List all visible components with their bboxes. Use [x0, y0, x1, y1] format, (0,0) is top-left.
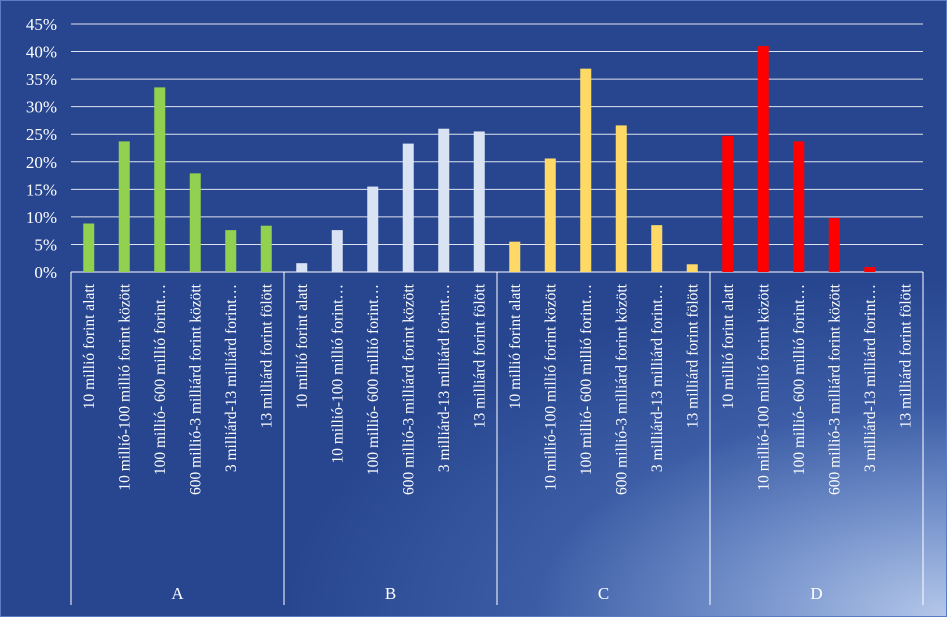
category-label: 600 millió-3 milliárd forint között [187, 283, 204, 495]
bar [331, 230, 343, 272]
bar [686, 264, 698, 272]
category-label: 100 millió- 600 millió forint… [791, 284, 808, 475]
category-label: 13 milliárd forint fölött [897, 283, 914, 428]
bar [651, 225, 663, 272]
bar [473, 131, 485, 272]
bar [580, 68, 592, 272]
group-label: C [598, 584, 609, 603]
category-label: 10 millió forint alatt [507, 283, 524, 409]
category-label: 10 millió-100 millió forint között [542, 283, 559, 490]
bar [118, 141, 130, 272]
bar [189, 173, 201, 272]
category-label: 10 millió-100 millió forint között [755, 283, 772, 490]
y-tick-label: 15% [26, 180, 57, 199]
category-label: 600 millió-3 milliárd forint között [613, 283, 630, 495]
category-label: 3 milliárd-13 milliárd forint… [436, 284, 453, 472]
bar [722, 135, 734, 272]
y-tick-label: 0% [34, 263, 57, 282]
y-tick-label: 5% [34, 235, 57, 254]
category-label: 10 millió forint alatt [294, 283, 311, 409]
category-label: 3 milliárd-13 milliárd forint… [649, 284, 666, 472]
category-label: 13 milliárd forint fölött [471, 283, 488, 428]
bar [864, 267, 876, 272]
category-label: 13 milliárd forint fölött [258, 283, 275, 428]
category-label: 10 millió-100 millió forint… [329, 284, 346, 464]
y-tick-label: 30% [26, 98, 57, 117]
bar [509, 241, 521, 272]
y-tick-label: 20% [26, 153, 57, 172]
bar [828, 217, 840, 272]
bar [83, 223, 95, 272]
category-label: 10 millió-100 millió forint között [116, 283, 133, 490]
bar [225, 230, 237, 272]
bar [260, 225, 272, 272]
y-tick-label: 45% [26, 15, 57, 34]
category-label: 13 milliárd forint fölött [684, 283, 701, 428]
y-tick-label: 40% [26, 43, 57, 62]
group-label: B [385, 584, 396, 603]
category-label: 100 millió- 600 millió forint… [152, 284, 169, 475]
group-label: A [171, 584, 184, 603]
bar [544, 158, 556, 272]
category-label: 100 millió- 600 millió forint… [365, 284, 382, 475]
bar [402, 143, 414, 272]
category-label: 10 millió forint alatt [720, 283, 737, 409]
category-label: 10 millió forint alatt [81, 283, 98, 409]
category-label: 3 milliárd-13 milliárd forint… [223, 284, 240, 472]
bar [615, 125, 627, 272]
bar [757, 46, 769, 272]
bar [793, 141, 805, 272]
bar [367, 186, 379, 272]
y-tick-label: 35% [26, 70, 57, 89]
category-label: 3 milliárd-13 milliárd forint… [862, 284, 879, 472]
bar [154, 87, 166, 272]
y-tick-label: 25% [26, 125, 57, 144]
bar [438, 128, 450, 272]
category-label: 600 millió-3 milliárd forint között [400, 283, 417, 495]
y-tick-label: 10% [26, 208, 57, 227]
category-label: 100 millió- 600 millió forint… [578, 284, 595, 475]
bar [296, 263, 308, 272]
category-label: 600 millió-3 milliárd forint között [826, 283, 843, 495]
group-label: D [810, 584, 822, 603]
